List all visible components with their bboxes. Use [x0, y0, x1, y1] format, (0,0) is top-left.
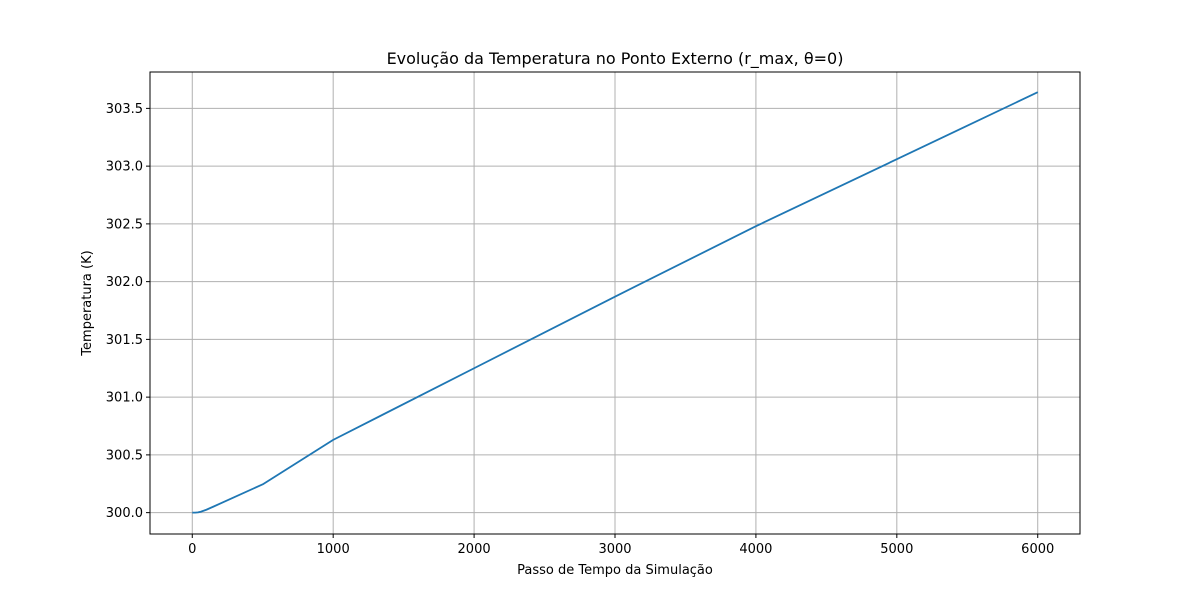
grid-lines — [150, 72, 1080, 534]
x-tick-label: 4000 — [739, 542, 772, 557]
series-line — [192, 91, 1039, 514]
series-layer — [192, 91, 1039, 514]
y-tick-label: 302.0 — [106, 275, 143, 290]
x-tick-label: 6000 — [1021, 542, 1054, 557]
y-tick-label: 300.5 — [106, 448, 143, 463]
y-tick-label: 301.5 — [106, 333, 143, 348]
x-tick-label: 2000 — [458, 542, 491, 557]
x-axis-label: Passo de Tempo da Simulação — [517, 563, 713, 578]
y-tick-label: 302.5 — [106, 217, 143, 232]
y-tick-label: 303.0 — [106, 160, 143, 175]
x-axis-ticks: 0 1000 2000 3000 4000 5000 6000 — [188, 534, 1054, 557]
x-tick-label: 0 — [188, 542, 196, 557]
y-tick-label: 303.5 — [106, 102, 143, 117]
chart-title: Evolução da Temperatura no Ponto Externo… — [387, 49, 844, 69]
x-tick-label: 3000 — [598, 542, 631, 557]
y-tick-label: 301.0 — [106, 391, 143, 406]
y-axis-ticks: 300.0 300.5 301.0 301.5 302.0 302.5 303.0 303.5 — [106, 102, 150, 521]
x-tick-label: 1000 — [317, 542, 350, 557]
y-axis-label: Temperatura (K) — [80, 250, 95, 356]
x-tick-label: 5000 — [880, 542, 913, 557]
y-tick-label: 300.0 — [106, 506, 143, 521]
